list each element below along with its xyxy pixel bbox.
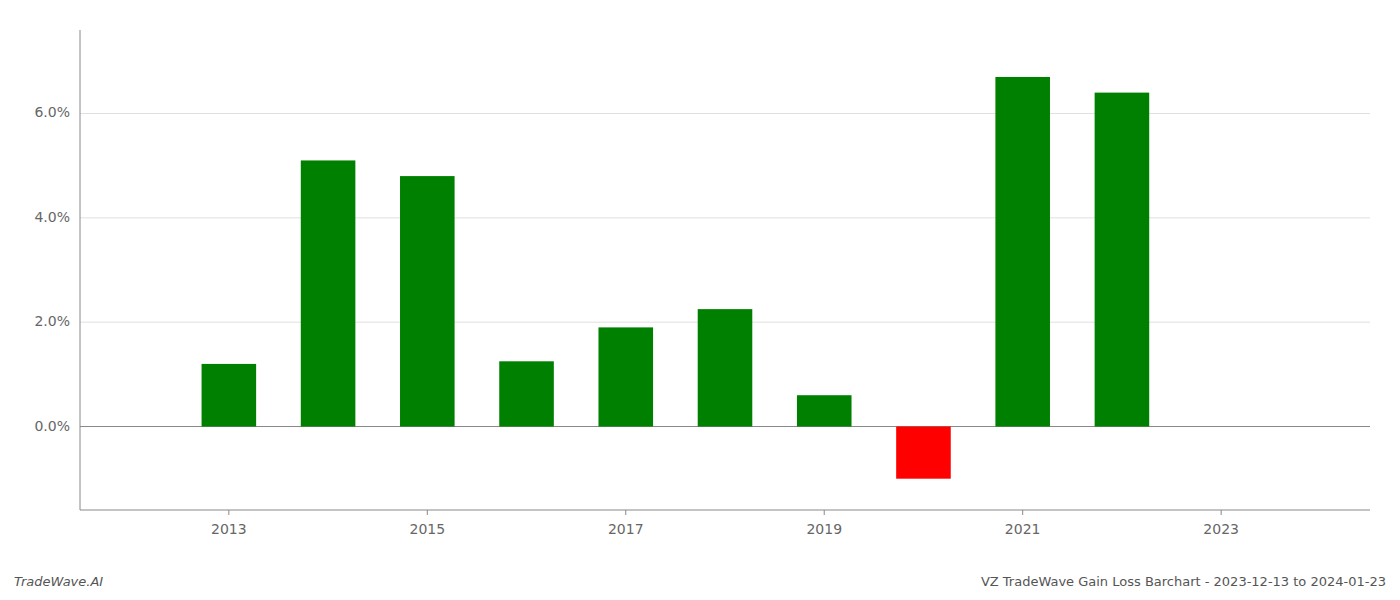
y-tick-label: 6.0%	[34, 104, 70, 120]
bar	[301, 160, 356, 426]
x-tick	[824, 510, 825, 515]
bar	[598, 327, 653, 426]
y-axis-line	[80, 30, 81, 510]
bar	[698, 309, 753, 426]
bar	[1095, 93, 1150, 427]
x-tick-label: 2017	[608, 521, 644, 537]
grid-line	[80, 113, 1370, 114]
bar	[797, 395, 852, 426]
title: VZ TradeWave Gain Loss Barchart - 2023-1…	[981, 574, 1386, 589]
y-ticks: 0.0% 2.0% 4.0% 6.0%	[34, 104, 70, 433]
bars	[202, 77, 1150, 479]
x-tick-label: 2023	[1203, 521, 1239, 537]
bar	[202, 364, 257, 427]
x-axis-line	[80, 510, 1370, 511]
grid-line	[80, 217, 1370, 218]
bar	[896, 427, 951, 479]
y-tick-label: 0.0%	[34, 418, 70, 434]
x-tick-label: 2021	[1005, 521, 1041, 537]
x-tick	[427, 510, 428, 515]
x-tick	[228, 510, 229, 515]
chart: 0.0% 2.0% 4.0% 6.0% 2013 2015 2017 2019 2021 2023…	[0, 0, 1400, 600]
y-tick-label: 2.0%	[34, 313, 70, 329]
x-tick	[1221, 510, 1222, 515]
x-tick-label: 2013	[211, 521, 247, 537]
x-tick	[1022, 510, 1023, 515]
x-tick-label: 2015	[409, 521, 445, 537]
grid	[80, 113, 1370, 426]
chart-container: 0.0% 2.0% 4.0% 6.0% 2013 2015 2017 2019 2021 2023…	[0, 0, 1400, 600]
x-tick-label: 2019	[806, 521, 842, 537]
x-ticks: 2013 2015 2017 2019 2021 2023	[211, 510, 1239, 537]
x-tick	[625, 510, 626, 515]
bar	[995, 77, 1050, 427]
bar	[400, 176, 455, 426]
footer-annotation: TradeWave.AI	[14, 574, 103, 589]
bar	[499, 361, 554, 426]
y-tick-label: 4.0%	[34, 209, 70, 225]
